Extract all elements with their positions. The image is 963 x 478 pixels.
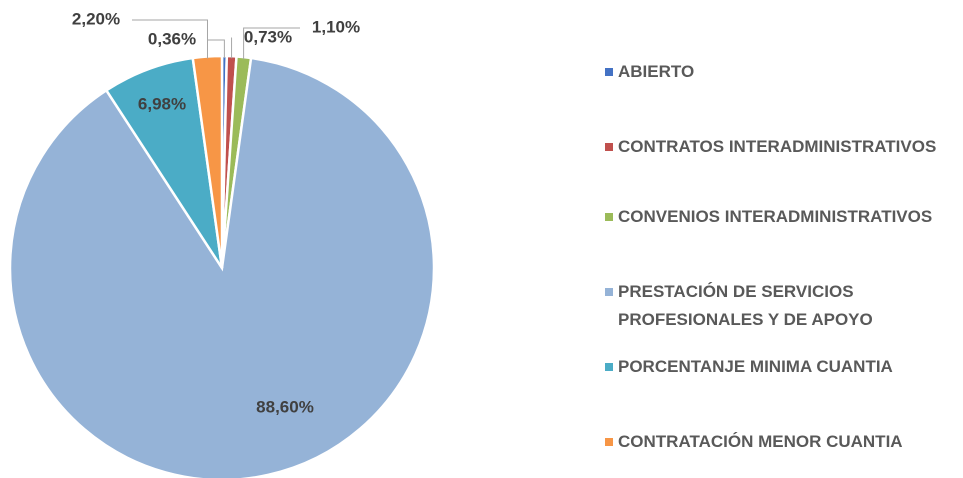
data-label: 1,10% <box>312 17 360 36</box>
legend-label: CONTRATACIÓN MENOR CUANTIA <box>618 432 903 451</box>
data-label: 0,36% <box>148 29 196 48</box>
leader-line <box>243 27 300 60</box>
data-label: 6,98% <box>138 94 186 113</box>
data-label: 2,20% <box>72 9 120 28</box>
legend-swatch <box>605 213 613 221</box>
data-label: 88,60% <box>256 397 314 416</box>
legend-label: PORCENTANJE MINIMA CUANTIA <box>618 357 893 376</box>
legend-swatch <box>605 68 613 76</box>
leader-line <box>132 19 208 59</box>
legend-label: CONTRATOS INTERADMINISTRATIVOS <box>618 137 937 156</box>
legend-label: CONVENIOS INTERADMINISTRATIVOS <box>618 207 933 226</box>
leader-line <box>208 39 225 59</box>
pie-area: 0,36% 0,73% 1,10% 88,60% 6,98% 2,20% <box>8 9 436 478</box>
legend-swatch <box>605 438 613 446</box>
legend-swatch <box>605 363 613 371</box>
legend-label: PRESTACIÓN DE SERVICIOS PROFESIONALES Y … <box>618 282 873 329</box>
legend-label: ABIERTO <box>618 62 695 81</box>
legend-swatch <box>605 288 613 296</box>
data-label: 0,73% <box>244 27 292 46</box>
legend-swatch <box>605 143 613 151</box>
